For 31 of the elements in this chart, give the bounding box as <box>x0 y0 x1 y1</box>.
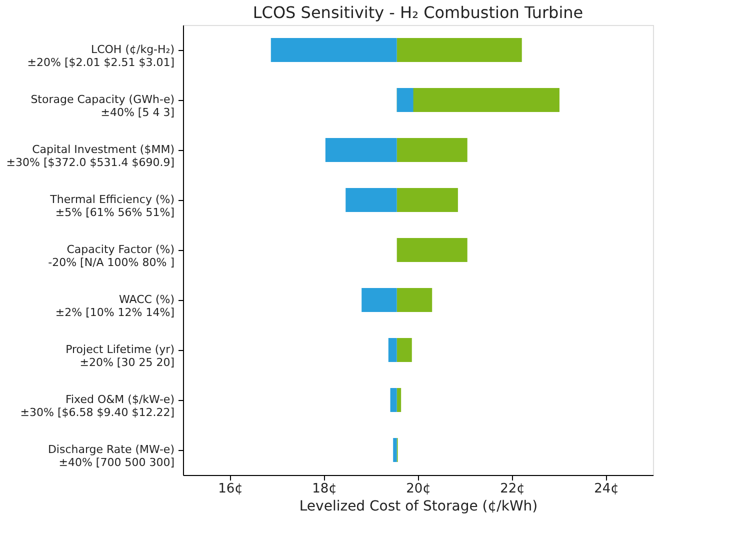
x-tick-label: 22¢ <box>500 482 525 496</box>
y-tick-label: Project Lifetime (yr) ±20% [30 25 20] <box>66 343 174 369</box>
y-tick-label: Capacity Factor (%) -20% [N/A 100% 80% ] <box>48 243 174 269</box>
bar <box>390 388 397 412</box>
bar <box>396 388 402 412</box>
x-tick-label: 24¢ <box>594 482 619 496</box>
bar <box>396 338 412 362</box>
bar <box>362 288 397 312</box>
bar <box>393 438 397 462</box>
x-tick-label: 16¢ <box>218 482 243 496</box>
y-tick-label: Capital Investment ($MM) ±30% [$372.0 $531.4 $690.9] <box>6 143 174 169</box>
y-tick-label: LCOH (¢/kg-H₂) ±20% [$2.01 $2.51 $3.01] <box>27 43 174 69</box>
bar <box>396 88 414 112</box>
bar <box>270 38 397 62</box>
y-tick-label: WACC (%) ±2% [10% 12% 14%] <box>55 293 174 319</box>
bar <box>346 188 397 212</box>
x-axis-title: Levelized Cost of Storage (¢/kWh) <box>299 498 538 514</box>
bar <box>388 338 397 362</box>
chart-title: LCOS Sensitivity - H₂ Combustion Turbine <box>252 3 584 22</box>
bar <box>325 138 397 162</box>
bar <box>396 38 522 62</box>
bar <box>396 288 432 312</box>
bar <box>396 238 468 262</box>
y-tick-label: Storage Capacity (GWh-e) ±40% [5 4 3] <box>30 93 174 119</box>
bar <box>396 138 468 162</box>
y-tick-label: Thermal Efficiency (%) ±5% [61% 56% 51%] <box>49 193 174 219</box>
y-tick-label: Discharge Rate (MW-e) ±40% [700 500 300] <box>48 443 174 469</box>
x-tick-label: 18¢ <box>312 482 337 496</box>
x-tick-label: 20¢ <box>406 482 431 496</box>
y-tick-label: Fixed O&M ($/kW-e) ±30% [$6.58 $9.40 $12.22] <box>20 393 174 419</box>
bar <box>396 188 458 212</box>
